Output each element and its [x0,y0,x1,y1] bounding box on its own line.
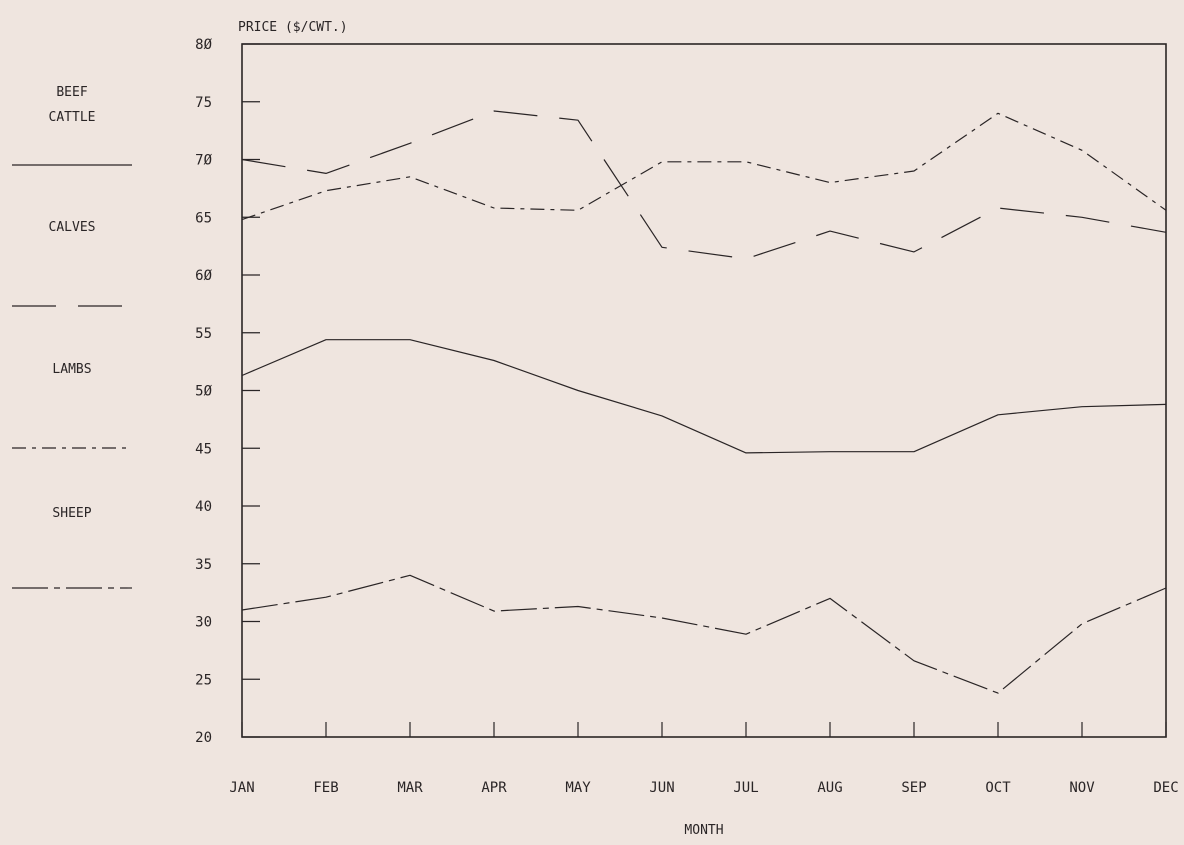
x-tick-label: MAY [565,780,591,796]
x-tick-label: NOV [1069,780,1095,796]
x-axis: JAN FEB MAR APR MAY JUN JUL AUG SEP OCT NOV DEC [229,722,1179,796]
x-axis-label: MONTH [684,823,723,838]
x-tick-label: MAR [397,780,423,796]
y-tick-label: 75 [195,95,212,111]
plot-frame [241,43,1167,738]
y-tick-label: 65 [195,210,212,226]
y-tick-label: 5Ø [195,384,212,400]
series-line-calves [241,110,1167,260]
legend-label-beef-cattle: CATTLE [49,110,96,125]
legend: BEEF CATTLE CALVES LAMBS SHEEP [12,85,132,589]
y-axis: 20 25 30 35 40 45 5Ø 55 6Ø 65 7Ø 75 8Ø [195,37,260,746]
x-tick-label: APR [481,780,507,796]
x-tick-label: JAN [229,780,254,796]
x-tick-label: FEB [313,780,338,796]
y-tick-label: 40 [195,499,212,515]
y-tick-label: 55 [195,326,212,342]
series-lines [241,110,1167,694]
y-tick-label: 7Ø [195,153,212,169]
x-tick-label: AUG [817,780,842,796]
y-tick-label: 20 [195,730,212,746]
y-tick-label: 25 [195,672,212,688]
x-tick-label: JUL [733,780,758,796]
y-tick-label: 35 [195,557,212,573]
legend-label-lambs: LAMBS [52,362,91,377]
y-tick-label: 30 [195,615,212,631]
y-tick-label: 45 [195,441,212,457]
series-line-beef-cattle [241,339,1167,454]
x-tick-label: DEC [1153,780,1178,796]
series-line-sheep [241,574,1167,694]
y-tick-label: 6Ø [195,268,212,284]
y-tick-label: 8Ø [195,37,212,53]
series-line-lambs [241,112,1167,221]
x-tick-label: SEP [901,780,926,796]
y-axis-label: PRICE ($/CWT.) [238,20,348,35]
x-tick-label: OCT [985,780,1011,796]
legend-label-beef-cattle: BEEF [56,85,87,100]
legend-label-calves: CALVES [49,220,96,235]
legend-label-sheep: SHEEP [52,506,91,521]
x-tick-label: JUN [649,780,674,796]
